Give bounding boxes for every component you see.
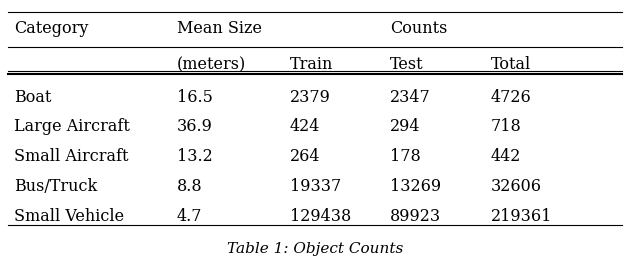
Text: Bus/Truck: Bus/Truck — [14, 178, 97, 195]
Text: 294: 294 — [390, 118, 421, 135]
Text: Test: Test — [390, 56, 424, 73]
Text: Mean Size: Mean Size — [177, 20, 262, 37]
Text: 16.5: 16.5 — [177, 89, 213, 105]
Text: 2379: 2379 — [290, 89, 331, 105]
Text: 4.7: 4.7 — [177, 208, 202, 225]
Text: 442: 442 — [491, 148, 521, 165]
Text: 718: 718 — [491, 118, 522, 135]
Text: 219361: 219361 — [491, 208, 552, 225]
Text: 13269: 13269 — [390, 178, 442, 195]
Text: Category: Category — [14, 20, 88, 37]
Text: 89923: 89923 — [390, 208, 442, 225]
Text: 2347: 2347 — [390, 89, 431, 105]
Text: 424: 424 — [290, 118, 320, 135]
Text: 264: 264 — [290, 148, 321, 165]
Text: Small Aircraft: Small Aircraft — [14, 148, 129, 165]
Text: Train: Train — [290, 56, 333, 73]
Text: 13.2: 13.2 — [177, 148, 213, 165]
Text: Boat: Boat — [14, 89, 51, 105]
Text: 36.9: 36.9 — [177, 118, 213, 135]
Text: 129438: 129438 — [290, 208, 351, 225]
Text: Large Aircraft: Large Aircraft — [14, 118, 130, 135]
Text: 178: 178 — [390, 148, 421, 165]
Text: 8.8: 8.8 — [177, 178, 203, 195]
Text: Table 1: Object Counts: Table 1: Object Counts — [227, 242, 403, 256]
Text: 32606: 32606 — [491, 178, 542, 195]
Text: (meters): (meters) — [177, 56, 246, 73]
Text: Total: Total — [491, 56, 531, 73]
Text: 19337: 19337 — [290, 178, 341, 195]
Text: 4726: 4726 — [491, 89, 531, 105]
Text: Counts: Counts — [390, 20, 448, 37]
Text: Small Vehicle: Small Vehicle — [14, 208, 124, 225]
